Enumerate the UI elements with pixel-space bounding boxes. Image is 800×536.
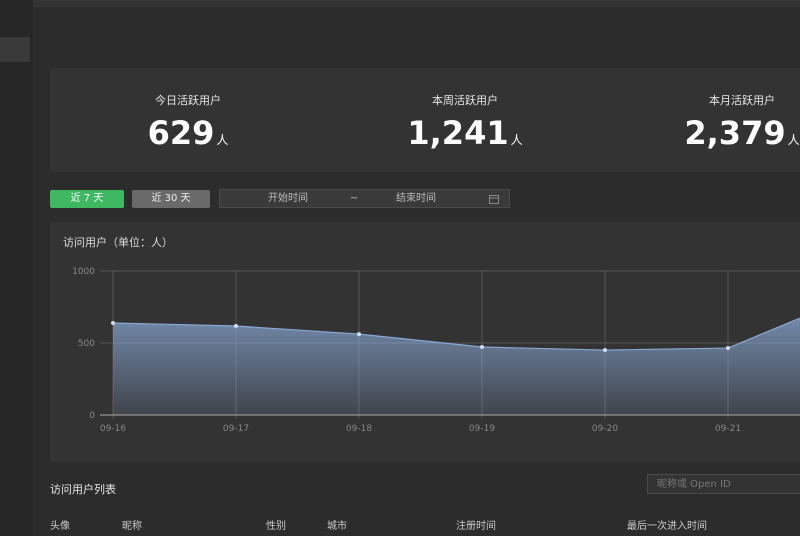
stats-card	[50, 68, 800, 172]
point	[357, 332, 361, 337]
range-7-button[interactable]: 近 7 天	[50, 190, 124, 208]
area	[113, 318, 800, 415]
sidebar	[0, 0, 33, 536]
point	[234, 324, 238, 329]
point	[111, 320, 115, 325]
x-tick-label: 09-20	[592, 424, 618, 434]
table-header[interactable]: 注册时间	[456, 521, 496, 532]
search-input[interactable]: 昵称或 Open ID	[647, 474, 800, 494]
table-header: 昵称	[122, 521, 142, 532]
stat-number: 1,241	[407, 114, 509, 152]
x-tick-label: 09-21	[715, 424, 741, 434]
stat-unit: 人	[510, 133, 523, 147]
range-separator: ~	[350, 193, 359, 204]
stat-value: 2,379 人	[622, 114, 800, 152]
chart-title: 访问用户（单位：人）	[63, 235, 173, 249]
stat-number: 2,379	[684, 114, 786, 152]
stat-value: 629 人	[68, 114, 308, 152]
y-tick-label: 500	[78, 339, 95, 349]
start-date[interactable]: 开始时间	[268, 193, 308, 204]
stat-label: 本周活跃用户	[432, 94, 498, 107]
y-tick-label: 0	[89, 411, 95, 421]
stat-label: 本月活跃用户	[709, 94, 775, 107]
stat-value: 1,241 人	[345, 114, 585, 152]
x-tick-label: 09-19	[469, 424, 495, 434]
end-date[interactable]: 结束时间	[396, 193, 436, 204]
point	[603, 348, 607, 353]
stat: 本周活跃用户 1,241 人	[345, 68, 585, 172]
table-header: 城市	[327, 521, 347, 532]
stat-unit: 人	[787, 133, 800, 147]
calendar-icon	[489, 195, 499, 204]
top-bar	[33, 0, 800, 7]
x-tick-label: 09-17	[223, 424, 249, 434]
x-tick-label: 09-16	[100, 424, 126, 434]
date-range[interactable]: 开始时间 ~ 结束时间	[219, 189, 510, 208]
point	[480, 345, 484, 350]
table-header: 性别	[266, 521, 286, 532]
stat-unit: 人	[216, 133, 229, 147]
stat: 本月活跃用户 2,379 人	[622, 68, 800, 172]
sidebar-item[interactable]	[0, 37, 30, 62]
stat-label: 今日活跃用户	[155, 94, 221, 107]
stat: 今日活跃用户 629 人	[68, 68, 308, 172]
y-tick-label: 1000	[72, 267, 95, 277]
point	[726, 346, 730, 351]
table-header: 头像	[50, 521, 70, 532]
stat-number: 629	[147, 114, 215, 152]
range-30-button[interactable]: 近 30 天	[132, 190, 210, 208]
table-title: 访问用户列表	[50, 483, 116, 496]
table-header[interactable]: 最后一次进入时间	[627, 521, 707, 532]
x-tick-label: 09-18	[346, 424, 372, 434]
